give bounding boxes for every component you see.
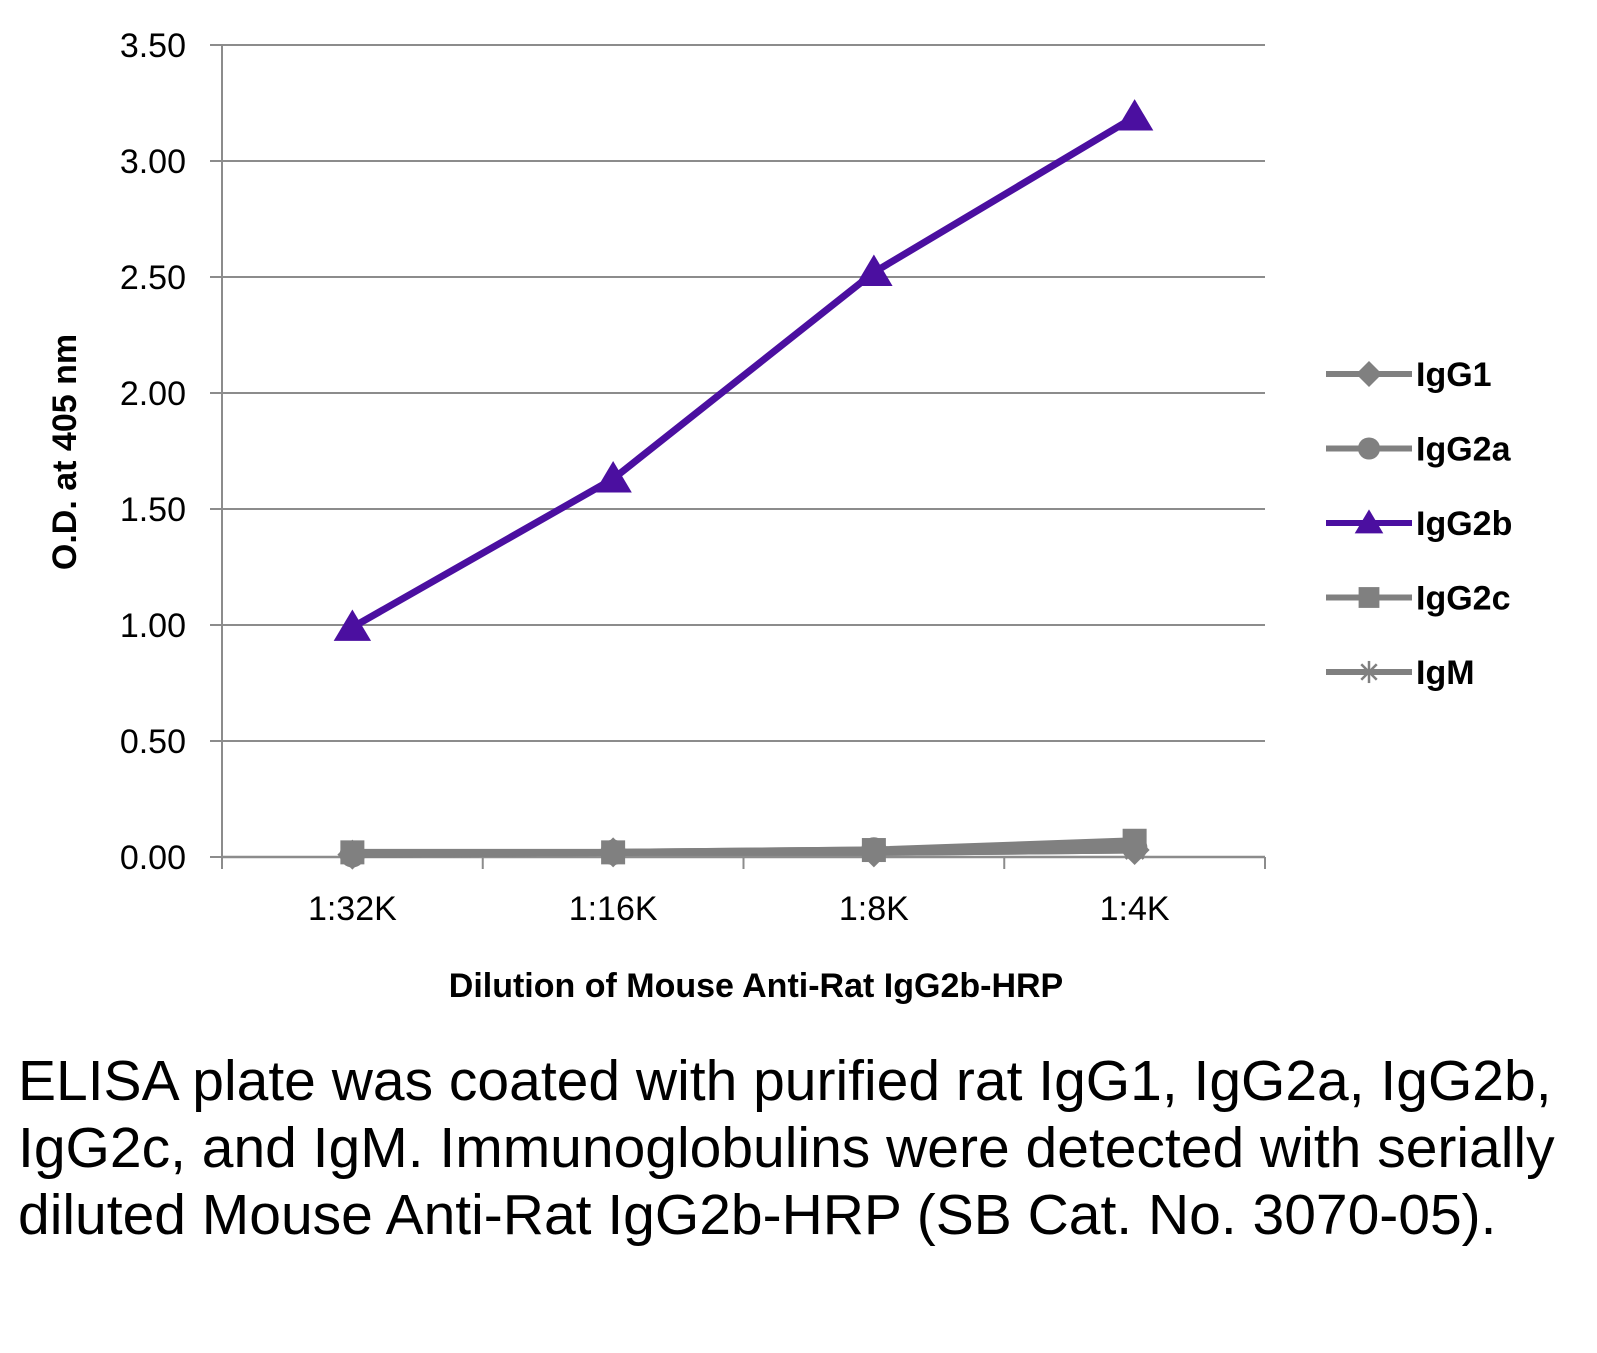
- legend-item-igg2a: IgG2a: [1326, 431, 1512, 469]
- x-tick-label: 1:8K: [839, 890, 909, 928]
- legend-item-igg2c: IgG2c: [1326, 580, 1510, 618]
- data-point: [594, 460, 632, 493]
- y-tick-label: 3.50: [120, 27, 186, 65]
- legend-marker: [1354, 509, 1384, 534]
- data-point: [339, 841, 366, 868]
- legend-label: IgG1: [1416, 356, 1492, 394]
- x-axis-title: Dilution of Mouse Anti-Rat IgG2b-HRP: [449, 967, 1063, 1005]
- y-tick-label: 1.50: [120, 491, 186, 529]
- x-tick-labels: 1:32K 1:16K 1:8K 1:4K: [308, 890, 1170, 928]
- series-line: [352, 846, 1135, 859]
- series-igg2b: [333, 99, 1154, 641]
- y-tick-label: 0.50: [120, 723, 186, 761]
- data-point: [1121, 837, 1148, 863]
- data-point: [333, 609, 372, 641]
- legend-marker: [1357, 660, 1381, 684]
- x-tick-label: 1:16K: [569, 890, 658, 928]
- legend-label: IgG2a: [1416, 431, 1512, 469]
- y-tick-label: 3.00: [120, 143, 186, 181]
- axes: [221, 45, 1266, 869]
- data-point: [855, 254, 893, 286]
- series-igm: [339, 837, 1148, 868]
- y-tick-label: 2.00: [120, 375, 186, 413]
- series-line: [350, 113, 1137, 631]
- series-lines: [333, 99, 1154, 870]
- legend-item-igg1: IgG1: [1326, 356, 1492, 394]
- legend-item-igg2b: IgG2b: [1326, 505, 1512, 543]
- x-tick-label: 1:32K: [308, 890, 397, 928]
- y-tick-label: 1.00: [120, 607, 186, 645]
- elisa-line-chart: 0.000.501.001.502.002.503.003.50 1:32K 1:…: [46, 27, 1512, 1005]
- y-tick-label: 0.00: [120, 839, 186, 877]
- legend-marker: [1356, 361, 1382, 387]
- figure-caption: ELISA plate was coated with purified rat…: [18, 1049, 1555, 1247]
- gridlines: [210, 44, 1265, 858]
- legend-marker: [1358, 587, 1380, 608]
- x-tick-label: 1:4K: [1100, 890, 1170, 928]
- data-point: [861, 839, 887, 866]
- data-point: [600, 839, 626, 866]
- data-point: [1115, 99, 1154, 131]
- legend-item-igm: IgM: [1326, 654, 1475, 692]
- y-tick-label: 2.50: [120, 259, 186, 297]
- legend-label: IgM: [1416, 654, 1475, 692]
- y-axis-title: O.D. at 405 nm: [46, 334, 84, 570]
- legend-label: IgG2b: [1416, 505, 1512, 543]
- y-tick-labels: 0.00 0.50 1.00 1.50 2.00 2.50 3.00 3.50: [120, 27, 186, 877]
- legend-marker: [1357, 437, 1381, 460]
- legend-label: IgG2c: [1416, 580, 1510, 618]
- legend: IgG1 IgG2a IgG2b IgG2c IgM: [1326, 356, 1512, 692]
